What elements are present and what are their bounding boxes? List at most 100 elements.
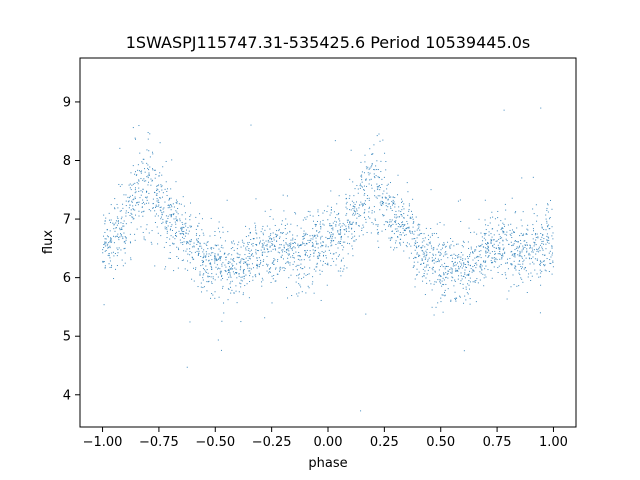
data-point xyxy=(175,233,177,235)
data-point xyxy=(186,243,188,245)
data-point xyxy=(389,182,391,184)
data-point xyxy=(280,232,282,234)
data-point xyxy=(431,306,433,308)
data-point xyxy=(331,225,333,227)
data-point xyxy=(197,238,199,240)
data-point xyxy=(169,238,171,240)
data-point xyxy=(361,203,363,205)
data-point xyxy=(168,199,170,201)
data-point xyxy=(387,225,389,227)
data-point xyxy=(462,258,464,260)
data-point xyxy=(202,261,204,263)
data-point xyxy=(110,237,112,239)
data-point xyxy=(539,250,541,252)
data-point xyxy=(107,236,109,238)
data-point xyxy=(528,254,530,256)
data-point xyxy=(168,205,170,207)
data-point xyxy=(323,224,325,226)
data-point xyxy=(183,205,185,207)
data-point xyxy=(216,264,218,266)
data-point xyxy=(423,273,425,275)
data-point xyxy=(112,251,114,253)
data-point xyxy=(216,259,218,261)
data-point xyxy=(496,240,498,242)
data-point xyxy=(154,192,156,194)
data-point xyxy=(378,185,380,187)
data-point xyxy=(185,225,187,227)
data-point xyxy=(304,217,306,219)
data-point xyxy=(509,233,511,235)
data-point xyxy=(507,224,509,226)
data-point xyxy=(429,267,431,269)
data-point xyxy=(269,246,271,248)
data-point xyxy=(344,233,346,235)
data-point xyxy=(317,209,319,211)
data-point xyxy=(457,262,458,264)
data-point xyxy=(474,257,476,259)
data-point xyxy=(369,148,371,150)
data-point xyxy=(314,246,316,248)
data-point xyxy=(493,239,495,241)
data-point xyxy=(268,272,270,274)
data-point xyxy=(529,263,531,265)
data-point xyxy=(223,312,225,314)
data-point xyxy=(389,219,391,221)
data-point xyxy=(330,252,332,254)
data-point xyxy=(358,235,360,237)
data-point xyxy=(415,216,417,218)
data-point xyxy=(451,268,453,270)
data-point xyxy=(256,249,258,251)
data-point xyxy=(158,204,160,206)
data-point xyxy=(151,230,153,232)
data-point xyxy=(547,203,549,205)
data-point xyxy=(438,251,440,253)
data-point xyxy=(102,261,104,263)
data-point xyxy=(292,237,294,239)
data-point xyxy=(200,265,202,267)
data-point xyxy=(171,214,173,216)
data-point xyxy=(295,266,297,268)
data-point xyxy=(398,206,400,208)
data-point xyxy=(142,199,144,201)
data-point xyxy=(528,257,530,259)
data-point xyxy=(123,248,125,250)
data-point xyxy=(478,245,480,247)
data-point xyxy=(262,279,264,281)
data-point xyxy=(217,276,219,278)
data-point xyxy=(282,194,284,196)
data-point xyxy=(501,257,503,259)
data-point xyxy=(464,295,466,297)
data-point xyxy=(361,174,363,176)
data-point xyxy=(372,223,374,225)
data-point xyxy=(287,232,289,234)
data-point xyxy=(311,283,313,285)
data-point xyxy=(381,230,383,232)
data-point xyxy=(189,241,191,243)
data-point xyxy=(265,245,267,247)
data-point xyxy=(345,206,347,208)
data-point xyxy=(536,258,538,260)
data-point xyxy=(292,242,294,244)
data-point xyxy=(304,250,306,252)
data-point xyxy=(296,269,298,271)
data-point xyxy=(383,224,385,226)
x-tick-label: 0.25 xyxy=(370,435,399,450)
data-point xyxy=(350,209,352,211)
data-point xyxy=(109,247,111,249)
data-point xyxy=(155,173,157,175)
data-point xyxy=(400,244,402,246)
data-point xyxy=(543,264,545,266)
data-point xyxy=(549,259,551,261)
data-point xyxy=(272,232,274,234)
data-point xyxy=(262,232,264,234)
data-point xyxy=(277,260,279,262)
data-point xyxy=(247,256,249,258)
data-point xyxy=(123,225,125,227)
data-point xyxy=(488,231,490,233)
data-point xyxy=(383,202,385,204)
data-point xyxy=(131,213,133,215)
data-point xyxy=(539,269,541,271)
data-point xyxy=(152,207,154,209)
data-point xyxy=(136,228,138,230)
data-point xyxy=(394,220,396,222)
